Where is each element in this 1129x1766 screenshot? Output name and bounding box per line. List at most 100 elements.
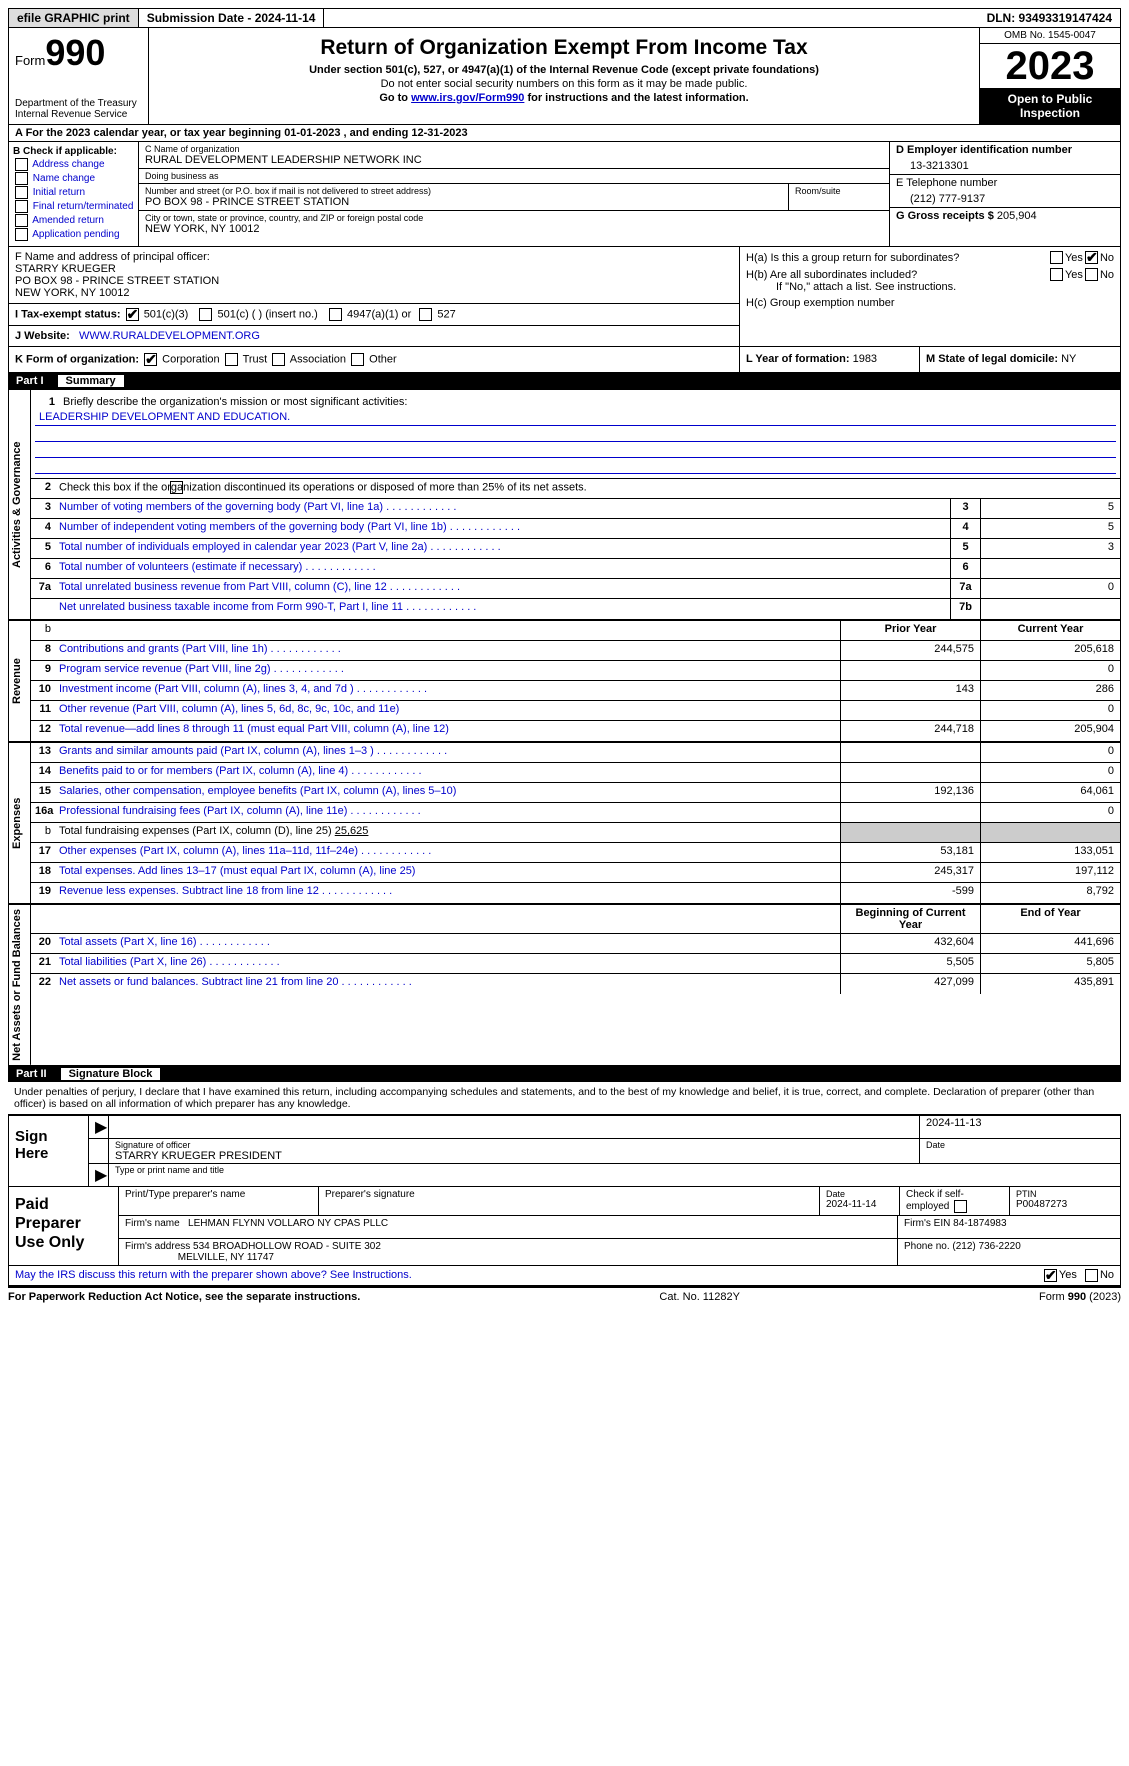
sign-date: 2024-11-13 xyxy=(920,1116,1120,1138)
beg-end-header: Beginning of Current YearEnd of Year xyxy=(31,905,1120,934)
website-value[interactable]: WWW.RURALDEVELOPMENT.ORG xyxy=(79,330,260,342)
hb-note: If "No," attach a list. See instructions… xyxy=(746,281,1114,293)
subtitle-2: Do not enter social security numbers on … xyxy=(159,78,969,90)
hb-no[interactable] xyxy=(1085,268,1098,281)
chk-initial-return[interactable]: Initial return xyxy=(13,186,134,199)
efile-print-button[interactable]: efile GRAPHIC print xyxy=(9,9,139,27)
type-name-label: Type or print name and title xyxy=(109,1164,1120,1186)
discuss-row: May the IRS discuss this return with the… xyxy=(8,1266,1121,1286)
sig-date-label: Date xyxy=(920,1139,1120,1163)
hb-yes[interactable] xyxy=(1050,268,1063,281)
chk-discontinued[interactable] xyxy=(170,481,183,494)
line-13: 13Grants and similar amounts paid (Part … xyxy=(31,743,1120,763)
form-title: Return of Organization Exempt From Incom… xyxy=(159,36,969,60)
line-14: 14Benefits paid to or for members (Part … xyxy=(31,763,1120,783)
topbar: efile GRAPHIC print Submission Date - 20… xyxy=(8,8,1121,28)
identity-grid: B Check if applicable: Address change Na… xyxy=(8,142,1121,247)
ha-no[interactable] xyxy=(1085,251,1098,264)
omb-number: OMB No. 1545-0047 xyxy=(980,28,1120,44)
gross-receipts-value: 205,904 xyxy=(997,210,1037,222)
tax-status-label: I Tax-exempt status: xyxy=(15,308,121,320)
tax-year: 2023 xyxy=(980,44,1120,88)
subtitle-1: Under section 501(c), 527, or 4947(a)(1)… xyxy=(159,64,969,76)
street-address: PO BOX 98 - PRINCE STREET STATION xyxy=(145,196,782,208)
line-3: 3Number of voting members of the governi… xyxy=(31,499,1120,519)
firm-ein: 84-1874983 xyxy=(953,1218,1006,1229)
hc-label: H(c) Group exemption number xyxy=(746,297,1114,309)
line-4: 4Number of independent voting members of… xyxy=(31,519,1120,539)
box-deg: D Employer identification number 13-3213… xyxy=(890,142,1120,246)
ha-yes[interactable] xyxy=(1050,251,1063,264)
box-i: I Tax-exempt status: 501(c)(3) 501(c) ( … xyxy=(9,304,739,326)
chk-amended-return[interactable]: Amended return xyxy=(13,214,134,227)
paid-preparer-block: Paid Preparer Use Only Print/Type prepar… xyxy=(8,1187,1121,1266)
chk-501c[interactable] xyxy=(199,308,212,321)
website-label: J Website: xyxy=(15,330,70,342)
box-b-label: B Check if applicable: xyxy=(13,146,134,157)
box-f: F Name and address of principal officer:… xyxy=(9,247,739,304)
chk-self-employed[interactable] xyxy=(954,1200,967,1213)
part-i-no: Part I xyxy=(16,375,58,387)
form-footer: Form 990 (2023) xyxy=(1039,1291,1121,1303)
org-name: RURAL DEVELOPMENT LEADERSHIP NETWORK INC xyxy=(145,154,883,166)
officer-addr1: PO BOX 98 - PRINCE STREET STATION xyxy=(15,275,733,287)
vtab-expenses: Expenses xyxy=(9,743,31,903)
officer-label: F Name and address of principal officer: xyxy=(15,251,733,263)
discuss-yes[interactable] xyxy=(1044,1269,1057,1282)
chk-final-return[interactable]: Final return/terminated xyxy=(13,200,134,213)
line-15: 15Salaries, other compensation, employee… xyxy=(31,783,1120,803)
line-17: 17Other expenses (Part IX, column (A), l… xyxy=(31,843,1120,863)
sign-here-block: Sign Here ▶ 2024-11-13 Signature of offi… xyxy=(8,1114,1121,1187)
vtab-revenue: Revenue xyxy=(9,621,31,741)
room-label: Room/suite xyxy=(795,186,883,196)
line-22: 22Net assets or fund balances. Subtract … xyxy=(31,974,1120,994)
chk-application-pending[interactable]: Application pending xyxy=(13,228,134,241)
chk-527[interactable] xyxy=(419,308,432,321)
irs-link[interactable]: www.irs.gov/Form990 xyxy=(411,92,524,104)
chk-4947[interactable] xyxy=(329,308,342,321)
line-8: 8Contributions and grants (Part VIII, li… xyxy=(31,641,1120,661)
firm-phone: (212) 736-2220 xyxy=(952,1241,1020,1252)
paperwork-notice: For Paperwork Reduction Act Notice, see … xyxy=(8,1291,360,1303)
cat-no: Cat. No. 11282Y xyxy=(659,1291,740,1303)
prep-date: 2024-11-14 xyxy=(826,1199,893,1210)
penalty-text: Under penalties of perjury, I declare th… xyxy=(8,1082,1121,1114)
line-19: 19Revenue less expenses. Subtract line 1… xyxy=(31,883,1120,903)
addr-label: Number and street (or P.O. box if mail i… xyxy=(145,186,782,196)
block-fijh: F Name and address of principal officer:… xyxy=(8,247,1121,347)
chk-trust[interactable] xyxy=(225,353,238,366)
part-ii-title: Signature Block xyxy=(61,1068,161,1080)
discuss-no[interactable] xyxy=(1085,1269,1098,1282)
chk-name-change[interactable]: Name change xyxy=(13,172,134,185)
chk-address-change[interactable]: Address change xyxy=(13,158,134,171)
vtab-netassets: Net Assets or Fund Balances xyxy=(9,905,31,1065)
line-1: 1Briefly describe the organization's mis… xyxy=(31,390,1120,479)
gross-receipts-label: G Gross receipts $ xyxy=(896,210,994,222)
chk-corp[interactable] xyxy=(144,353,157,366)
line-20: 20Total assets (Part X, line 16)432,6044… xyxy=(31,934,1120,954)
officer-name: STARRY KRUEGER xyxy=(15,263,733,275)
subtitle-3: Go to www.irs.gov/Form990 for instructio… xyxy=(159,92,969,104)
chk-other[interactable] xyxy=(351,353,364,366)
line-7b: Net unrelated business taxable income fr… xyxy=(31,599,1120,619)
box-l: L Year of formation: 1983 xyxy=(740,347,920,372)
line-16a: 16aProfessional fundraising fees (Part I… xyxy=(31,803,1120,823)
chk-assoc[interactable] xyxy=(272,353,285,366)
firm-addr1: 534 BROADHOLLOW ROAD - SUITE 302 xyxy=(193,1241,381,1252)
prep-sig-label: Preparer's signature xyxy=(319,1187,820,1215)
sign-here-label: Sign Here xyxy=(9,1116,89,1186)
dba-label: Doing business as xyxy=(145,171,883,181)
prep-ptin: P00487273 xyxy=(1016,1199,1114,1210)
chk-501c3[interactable] xyxy=(126,308,139,321)
line-6: 6Total number of volunteers (estimate if… xyxy=(31,559,1120,579)
form-number: Form990 xyxy=(15,32,142,74)
mission-text: LEADERSHIP DEVELOPMENT AND EDUCATION. xyxy=(35,410,1116,426)
box-m: M State of legal domicile: NY xyxy=(920,347,1120,372)
part-ii-no: Part II xyxy=(16,1068,61,1080)
line-16b: bTotal fundraising expenses (Part IX, co… xyxy=(31,823,1120,843)
line-12: 12Total revenue—add lines 8 through 11 (… xyxy=(31,721,1120,741)
part-i-title: Summary xyxy=(58,375,124,387)
sig-officer-label: Signature of officer xyxy=(115,1140,913,1150)
line-21: 21Total liabilities (Part X, line 26)5,5… xyxy=(31,954,1120,974)
line-7a: 7aTotal unrelated business revenue from … xyxy=(31,579,1120,599)
